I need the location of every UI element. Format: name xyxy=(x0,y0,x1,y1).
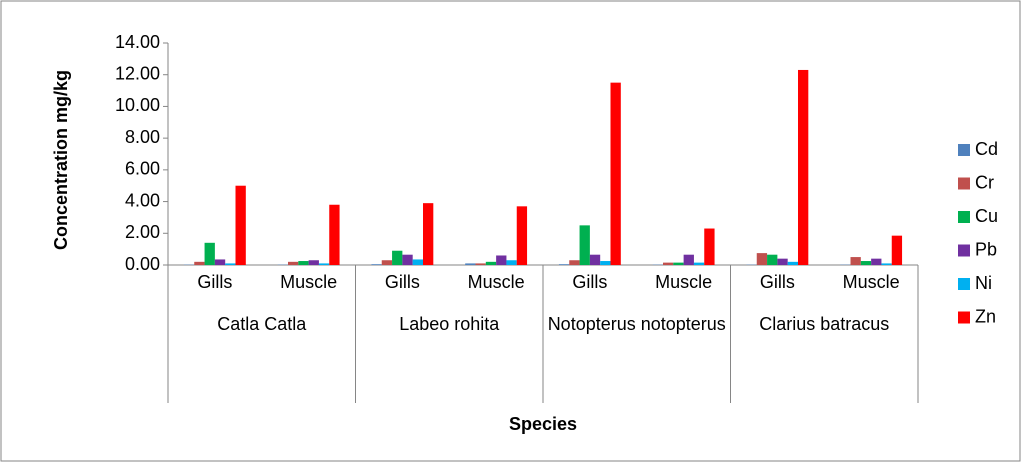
y-tick-label: 10.00 xyxy=(115,95,160,115)
bar xyxy=(558,264,570,265)
y-tick-label: 4.00 xyxy=(125,190,160,210)
x-tick-label: Muscle xyxy=(280,272,337,292)
group-label: Catla Catla xyxy=(217,314,307,334)
bar xyxy=(465,263,476,265)
bar xyxy=(214,259,226,265)
group-label: Notopterus notopterus xyxy=(547,314,726,334)
x-tick-label: Muscle xyxy=(655,272,712,292)
bar xyxy=(485,261,497,265)
y-tick-label: 6.00 xyxy=(125,159,160,179)
x-tick-label: Gills xyxy=(197,272,232,292)
bar xyxy=(777,258,788,265)
bar xyxy=(381,260,393,265)
legend-swatch xyxy=(958,244,970,257)
legend-swatch xyxy=(958,278,970,290)
bar xyxy=(704,228,715,265)
legend-label: Cu xyxy=(975,206,998,226)
bar xyxy=(683,254,694,265)
bar xyxy=(693,262,705,265)
bar xyxy=(225,263,236,265)
y-tick-label: 2.00 xyxy=(125,222,160,242)
bar xyxy=(891,235,903,265)
bar xyxy=(298,261,309,265)
legend-swatch xyxy=(958,211,970,223)
bar xyxy=(194,261,205,265)
legend-swatch xyxy=(958,177,970,190)
bar xyxy=(412,259,423,265)
bar xyxy=(371,264,382,265)
group-label-box: Catla Catla xyxy=(217,314,307,334)
group-label-box: Notopterus notopterus xyxy=(547,314,726,334)
group-label: Labeo rohita xyxy=(399,314,500,334)
legend-swatch xyxy=(958,144,970,156)
bar xyxy=(871,258,882,265)
bar xyxy=(663,262,674,265)
bar xyxy=(600,261,611,265)
bar xyxy=(308,260,319,265)
x-tick-label: Gills xyxy=(572,272,607,292)
y-tick-label: 0.00 xyxy=(125,254,160,274)
bar xyxy=(496,255,507,265)
legend-label: Cd xyxy=(975,139,998,159)
legend-label: Pb xyxy=(975,239,997,259)
bar xyxy=(288,261,299,265)
bar xyxy=(423,203,434,265)
group-label: Clarius batracus xyxy=(759,314,890,334)
bar xyxy=(329,204,340,265)
bar xyxy=(589,254,601,265)
bar xyxy=(673,262,684,265)
x-axis-title: Species xyxy=(509,414,577,434)
bar xyxy=(850,257,861,265)
bar xyxy=(204,242,215,265)
bar xyxy=(475,263,486,265)
y-axis-title: Concentration mg/kg xyxy=(51,70,71,250)
bar xyxy=(881,263,892,265)
bar xyxy=(798,69,809,265)
x-tick-label: Muscle xyxy=(468,272,525,292)
y-tick-label: 12.00 xyxy=(115,63,160,83)
legend-swatch xyxy=(958,311,970,324)
bar xyxy=(579,225,590,265)
y-tick-label: 14.00 xyxy=(115,32,160,52)
bar xyxy=(516,206,528,265)
legend-label: Zn xyxy=(975,306,996,326)
group-label-box: Clarius batracus xyxy=(759,314,890,334)
x-tick-label: Muscle xyxy=(843,272,900,292)
bar xyxy=(787,261,798,265)
legend-label: Ni xyxy=(975,273,992,293)
bar xyxy=(860,261,872,265)
x-tick-label: Gills xyxy=(385,272,420,292)
bar xyxy=(610,82,621,266)
bar xyxy=(235,185,246,265)
y-tick-label: 8.00 xyxy=(125,127,160,147)
bar xyxy=(392,250,403,265)
bar xyxy=(767,254,778,265)
group-label-box: Labeo rohita xyxy=(399,314,500,334)
bar xyxy=(506,260,517,265)
bar xyxy=(402,254,413,265)
bar xyxy=(756,253,768,265)
legend-label: Cr xyxy=(975,172,994,192)
bar xyxy=(318,263,330,265)
x-tick-label: Gills xyxy=(760,272,795,292)
bar xyxy=(569,260,580,265)
